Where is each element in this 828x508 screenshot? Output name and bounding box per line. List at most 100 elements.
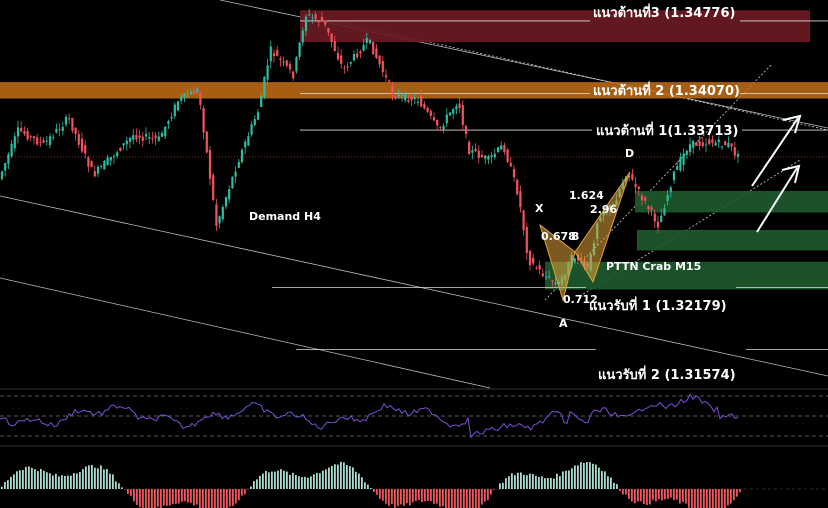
macd-bar [457,489,459,508]
candle-body [640,195,644,201]
candle-body [148,137,151,139]
candle-body [573,258,576,263]
trend-line-middle [0,195,828,377]
macd-bar [733,489,735,501]
resistance-2-label: แนวต้านที่ 2 (1.34070) [593,81,740,99]
macd-bar [433,489,435,504]
candle-body [84,145,87,154]
candle-body [471,150,474,153]
macd-bar [406,489,408,504]
candle-body [58,129,61,131]
candle-body [16,127,20,137]
macd-bar [412,489,414,503]
candle-body [343,67,346,69]
macd-bar [385,489,387,504]
candle-body [36,137,39,145]
candle-body [93,171,96,177]
candle-body [423,103,426,109]
candle-body [548,276,551,278]
macd-bar [439,489,441,507]
macd-bar [19,470,21,489]
macd-bar [511,473,513,489]
macd-bar [103,469,105,489]
candle-body [186,95,189,97]
macd-bar [328,467,330,489]
macd-bar [172,489,174,504]
candle-body [644,197,647,201]
macd-bar [145,489,147,508]
macd-bar [238,489,240,501]
macd-bar [127,489,129,494]
macd-bar [403,489,405,506]
macd-bar [82,469,84,489]
macd-bar [352,467,354,489]
candle-body [436,119,439,126]
macd-bar [295,474,297,489]
candle-body [391,85,394,95]
macd-bar [4,481,6,489]
macd-bar [97,468,99,489]
candle-body [13,136,16,149]
macd-bar [340,461,342,489]
macd-bar [277,470,279,489]
candle-body [496,147,500,152]
macd-bar [241,489,243,496]
macd-bar [379,489,381,499]
candle-body [452,109,455,114]
macd-bar [721,489,723,508]
macd-bar [727,489,729,506]
macd-bar [604,471,606,489]
macd-bar [250,486,252,489]
macd-bar [505,478,507,489]
macd-bar [196,489,198,505]
macd-bar [706,489,708,508]
macd-bar [358,473,360,489]
macd-bar [673,489,675,500]
macd-bar [490,489,492,495]
trend-line-lower [0,277,491,389]
candle-body [404,93,407,101]
macd-bar [685,489,687,504]
support-1-label: แนวรับที่ 1 (1.32179) [589,296,727,314]
macd-bar [595,464,597,489]
macd-bar [271,471,273,489]
macd-bar [313,474,315,489]
macd-bar [91,464,93,489]
candle-body [500,145,503,150]
candle-body [346,66,349,68]
candle-body [234,171,237,177]
candle-body [0,171,4,179]
macd-bar [130,489,132,496]
macd-bar [310,476,312,489]
candle-body [714,142,717,146]
candle-body [663,208,666,216]
candle-body [426,107,429,112]
candle-body [388,80,391,82]
macd-bar [634,489,636,504]
candle-body [365,38,368,43]
candle-body [125,140,128,145]
candle-body [349,62,352,64]
macd-bar [628,489,630,499]
harmonic-pattern [539,171,631,302]
candle-body [647,206,650,210]
candle-body [532,257,535,264]
macd-bar [643,489,645,505]
candle-body [26,130,29,140]
macd-bar [139,489,141,508]
candle-body [468,141,471,155]
macd-bar [676,489,678,500]
candle-body [29,135,32,137]
macd-bar [532,473,534,489]
candle-body [32,136,36,139]
macd-bar [658,489,660,500]
macd-bar [79,472,81,489]
trend-line-dotted-rise-1 [544,63,773,301]
candle-body [384,75,388,78]
macd-bar [265,470,267,489]
macd-bar [478,489,480,508]
macd-bar [184,489,186,502]
candle-body [23,131,26,135]
macd-bar [553,478,555,489]
candle-body [519,191,522,208]
